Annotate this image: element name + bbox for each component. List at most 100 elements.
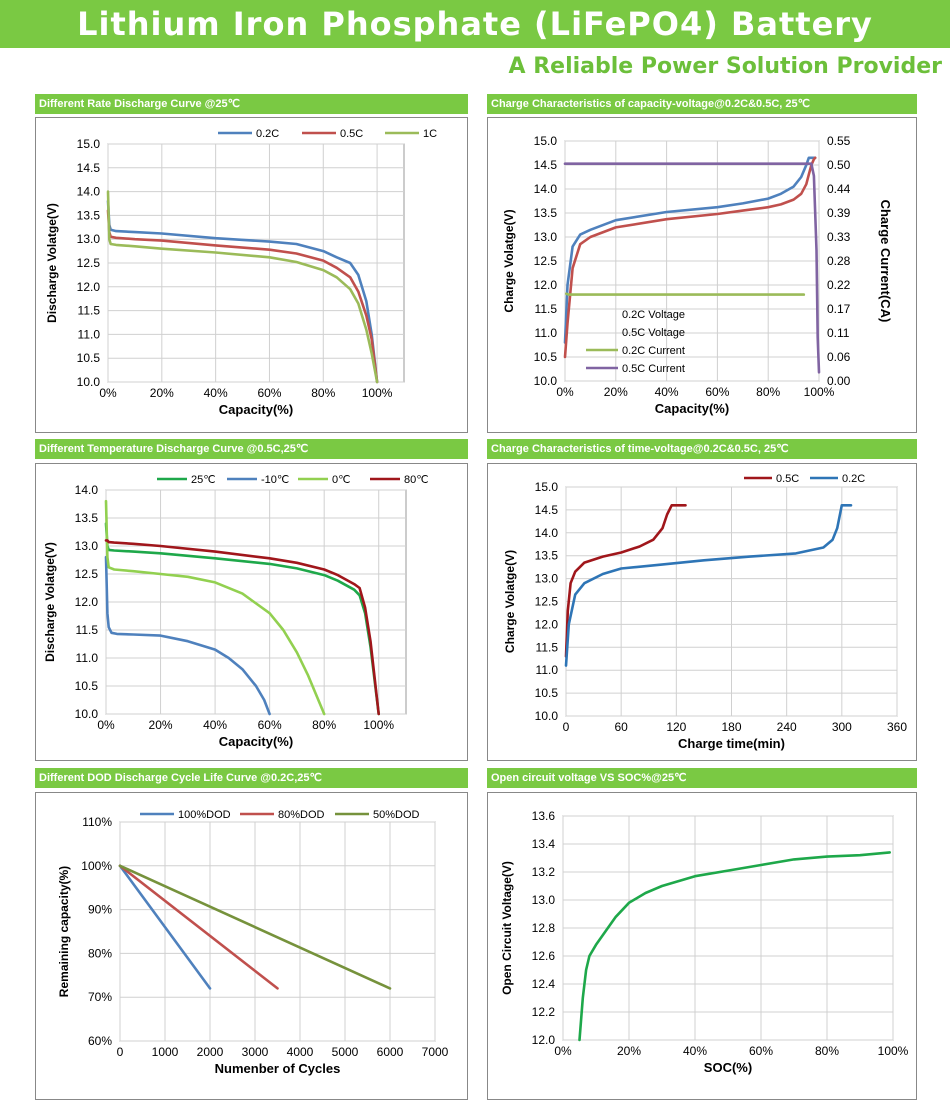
temp-x-tick-label: 80% [312,718,336,732]
cycle-y-tick-label: 90% [88,903,112,917]
ocv-y-tick-label: 12.6 [532,949,556,963]
charge_cap-series-line-2 [564,292,806,296]
charge_cap-y-tick-label: 12.0 [534,278,558,292]
ocv-series-line-0 [578,851,892,1042]
cycle-y-tick-label: 70% [88,990,112,1004]
charge_time-y-tick-label: 13.0 [535,572,559,586]
charge_cap-x-tick-label: 40% [655,385,679,399]
charge_cap-y2-tick-label: 0.06 [827,350,851,364]
charge_cap-y2-tick-label: 0.28 [827,254,851,268]
charge_cap-series-line-3 [563,162,821,374]
charge_time-series-line-0 [564,503,687,658]
charge_time-y-tick-label: 12.0 [535,617,559,631]
charge_cap-x-tick-label: 20% [604,385,628,399]
ocv-y-tick-label: 13.0 [532,893,556,907]
charge_time-x-tick-label: 240 [777,720,797,734]
charge_time-legend-label: 0.2C [842,473,865,485]
rate-y-tick-label: 13.5 [77,208,101,222]
charge_time-x-tick-label: 360 [887,720,907,734]
temp-y-tick-label: 11.5 [76,623,99,637]
temp-x-tick-label: 60% [258,718,282,732]
cycle-x-tick-label: 4000 [287,1045,314,1059]
charge_cap-y-tick-label: 14.5 [534,158,558,172]
rate-y-tick-label: 14.5 [77,161,101,175]
cycle-series-line-0 [118,864,212,990]
charge_time-y-tick-label: 10.0 [535,709,559,723]
ocv-y-tick-label: 12.8 [532,921,556,935]
temp-series-line-3 [104,539,381,716]
cycle-legend-label: 50%DOD [373,809,420,821]
temp-y-tick-label: 13.5 [75,511,99,525]
charge_cap-y2-tick-label: 0.11 [827,326,850,340]
charge_time-series-line-1 [564,503,853,667]
charge_cap-y-tick-label: 11.0 [535,326,558,340]
temp-series-line-0 [104,522,381,716]
temp-legend-label: -10℃ [261,474,289,486]
rate-y-tick-label: 12.5 [77,256,101,270]
cycle-x-tick-label: 7000 [422,1045,449,1059]
ocv-y-tick-label: 13.4 [532,837,556,851]
charge_time-y-tick-label: 14.5 [535,503,559,517]
charge_cap-y-tick-label: 13.0 [534,230,558,244]
cycle-y-tick-label: 110% [82,815,112,829]
temp-legend-label: 0℃ [332,474,350,486]
rate-x-tick-label: 100% [362,386,393,400]
temp-y-tick-label: 11.0 [76,651,99,665]
charge_time-legend-label: 0.5C [776,473,799,485]
temp-x-tick-label: 0% [97,718,115,732]
panel-header-charge-capacity: Charge Characteristics of capacity-volta… [487,94,917,114]
cycle-x-tick-label: 5000 [332,1045,359,1059]
cycle-x-tick-label: 0 [117,1045,124,1059]
cycle-x-axis-title: Numenber of Cycles [215,1061,341,1076]
rate-y-tick-label: 10.5 [77,351,101,365]
charge_cap-y2-tick-label: 0.17 [827,302,851,316]
cycle-x-tick-label: 1000 [152,1045,179,1059]
charge_cap-series-line-1 [563,156,817,359]
panel-header-cycle-life: Different DOD Discharge Cycle Life Curve… [35,768,468,788]
temp-legend-label: 25℃ [191,474,216,486]
charge_time-y-tick-label: 11.0 [536,663,559,677]
charge_time-y-tick-label: 12.5 [535,595,559,609]
charge_time-x-tick-label: 180 [721,720,741,734]
charge_cap-legend-label: 0.5C Current [622,363,685,375]
temp-x-tick-label: 100% [363,718,394,732]
title-banner: Lithium Iron Phosphate (LiFePO4) Battery [0,0,950,48]
rate-y-tick-label: 13.0 [77,232,101,246]
ocv-x-tick-label: 60% [749,1044,773,1058]
rate-series-line-0 [106,199,379,384]
rate-x-tick-label: 20% [150,386,174,400]
charge_cap-y2-tick-label: 0.22 [827,278,851,292]
page-title: Lithium Iron Phosphate (LiFePO4) Battery [77,5,873,43]
rate-legend-label: 0.2C [256,128,279,140]
cycle-y-tick-label: 80% [88,946,112,960]
charge_cap-y2-tick-label: 0.33 [827,230,851,244]
rate-legend-label: 1C [423,128,437,140]
charge_time-y-tick-label: 14.0 [535,526,559,540]
ocv-x-tick-label: 80% [815,1044,839,1058]
rate-series-line-2 [106,190,379,384]
cycle-series-line-1 [118,864,279,990]
charge_cap-y-tick-label: 14.0 [534,182,558,196]
charge_cap-legend-label: 0.2C Voltage [622,309,685,321]
rate-y-tick-label: 14.0 [77,185,101,199]
rate-y-axis-title: Discharge Volatge(V) [45,203,59,323]
ocv-y-tick-label: 13.6 [532,809,556,823]
charge_cap-y-tick-label: 10.5 [534,350,558,364]
charge_cap-y2-tick-label: 0.39 [827,206,851,220]
rate-x-tick-label: 0% [99,386,117,400]
charge_time-y-tick-label: 11.5 [536,640,559,654]
temp-y-tick-label: 12.0 [75,595,99,609]
rate-x-axis-title: Capacity(%) [219,402,293,417]
cycle-legend-label: 100%DOD [178,809,231,821]
panel-header-rate: Different Rate Discharge Curve @25℃ [35,94,468,114]
charge_cap-x-axis-title: Capacity(%) [655,401,729,416]
cycle-plot-area [119,821,436,1042]
temp-y-axis-title: Discharge Volatge(V) [43,542,57,662]
ocv-x-tick-label: 100% [878,1044,909,1058]
ocv-x-tick-label: 40% [683,1044,707,1058]
charge_cap-x-tick-label: 60% [705,385,729,399]
charge_time-x-axis-title: Charge time(min) [678,736,785,751]
temp-legend-label: 80℃ [404,474,429,486]
charge_cap-y-tick-label: 10.0 [534,374,558,388]
